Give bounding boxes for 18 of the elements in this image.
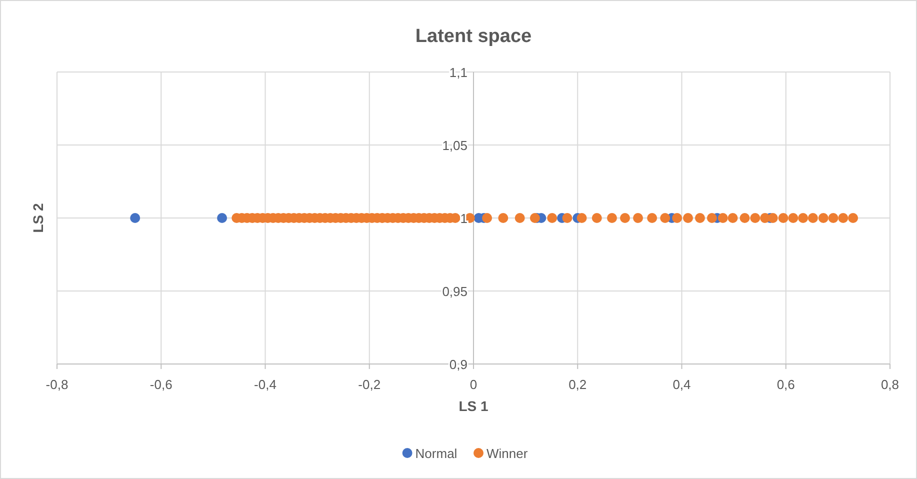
x-tick-label: 0,6: [776, 377, 795, 392]
x-tick-label: -0,4: [254, 377, 276, 392]
x-tick-label: -0,2: [358, 377, 381, 392]
legend-label: Winner: [486, 446, 528, 461]
y-axis-title: LS 2: [30, 203, 46, 233]
y-tick-label: 1,05: [442, 138, 468, 153]
x-tick-label: 0: [470, 377, 478, 392]
legend-label: Normal: [415, 446, 458, 461]
x-tick-label: 0,4: [672, 377, 691, 392]
y-tick-label: 1,1: [449, 65, 468, 80]
x-tick-label: -0,8: [46, 377, 68, 392]
x-tick-label: 0,2: [568, 377, 587, 392]
x-tick-label: -0,6: [150, 377, 172, 392]
x-tick-label: 0,8: [880, 377, 900, 392]
y-tick-label: 0,95: [442, 284, 468, 299]
chart-title: Latent space: [415, 26, 532, 47]
y-tick-label: 0,9: [449, 357, 468, 372]
x-axis-title: LS 1: [458, 398, 488, 414]
